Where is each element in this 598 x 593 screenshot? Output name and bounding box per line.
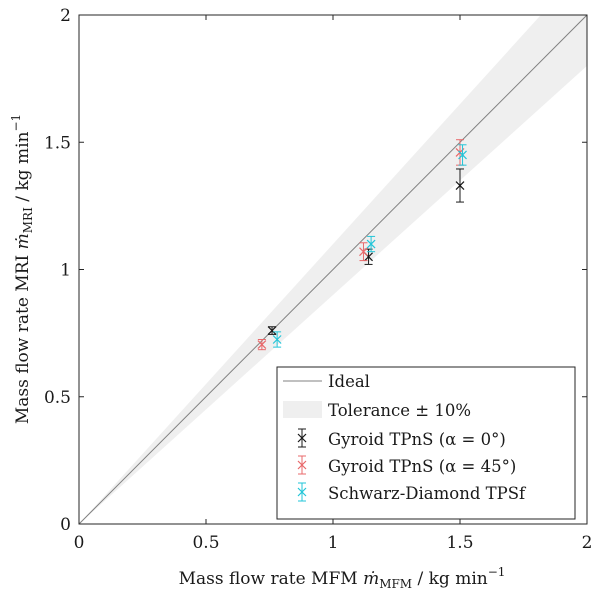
legend-series-1-marker-stroke-b bbox=[297, 460, 307, 470]
x-axis-label-subscript: MFM bbox=[379, 577, 412, 591]
legend-box bbox=[276, 366, 576, 520]
axis-ticks bbox=[78, 14, 588, 525]
series-2 bbox=[272, 144, 467, 348]
legend-series-gyroid-0-swatch bbox=[297, 428, 307, 448]
y-axis-label: Mass flow rate MRI ṁMRI / kg min−1 bbox=[9, 114, 35, 424]
series-1-point-1-marker-stroke-b bbox=[359, 247, 368, 257]
series-1-point-0-marker-stroke-b bbox=[257, 340, 267, 350]
data-series-layer bbox=[257, 139, 467, 351]
x-tick-label: 1 bbox=[328, 533, 339, 553]
y-tick-label: 1.5 bbox=[44, 133, 71, 153]
series-2-point-0-marker-stroke-b bbox=[272, 335, 282, 344]
series-2-point-2-marker-stroke-b bbox=[458, 150, 467, 160]
y-tick-label: 0 bbox=[60, 515, 71, 535]
x-axis-label-symbol: ṁ bbox=[363, 569, 379, 589]
series-0-point bbox=[267, 326, 277, 336]
legend-series-gyroid-45-label: Gyroid TPnS (α = 45°) bbox=[328, 457, 516, 476]
x-tick-label: 2 bbox=[582, 533, 593, 553]
series-0-point bbox=[455, 168, 465, 203]
legend-tolerance-swatch bbox=[283, 401, 322, 418]
ideal-line-layer bbox=[78, 14, 588, 525]
y-axis-label-exponent: −1 bbox=[9, 114, 23, 132]
series-2-point bbox=[272, 331, 282, 348]
series-0-point-2-marker-stroke-b bbox=[455, 181, 465, 190]
series-0-point-1-marker-stroke-b bbox=[364, 252, 373, 262]
series-2-point bbox=[458, 144, 467, 166]
y-tick-label: 2 bbox=[60, 6, 71, 26]
series-0-point-0-marker-stroke-b bbox=[267, 326, 277, 336]
y-axis-label-prefix: Mass flow rate MRI bbox=[13, 249, 33, 424]
legend-series-schwarz-diamond-label: Schwarz-Diamond TPSf bbox=[328, 484, 527, 503]
x-axis-label-prefix: Mass flow rate MFM bbox=[179, 569, 364, 589]
y-tick-label: 0.5 bbox=[44, 388, 71, 408]
legend-tolerance-label: Tolerance ± 10% bbox=[328, 401, 471, 420]
series-1-point bbox=[359, 242, 368, 262]
series-2-point-1-marker-stroke-b bbox=[366, 239, 376, 249]
axis-tick-labels: 0 0.5 1 1.5 2 0 0.5 1 1.5 2 bbox=[44, 6, 592, 553]
x-axis-label-unit: / kg min bbox=[412, 569, 488, 589]
x-tick-label: 0 bbox=[74, 533, 85, 553]
legend-series-schwarz-diamond-swatch bbox=[297, 482, 307, 502]
ideal-line bbox=[78, 14, 588, 525]
x-axis-label: Mass flow rate MFM ṁMFM / kg min−1 bbox=[179, 565, 506, 591]
x-tick-label: 0.5 bbox=[192, 533, 219, 553]
x-axis-label-exponent: −1 bbox=[488, 565, 506, 579]
series-1-point bbox=[257, 338, 267, 351]
y-axis-label-subscript: MRI bbox=[21, 207, 35, 233]
series-2-point bbox=[366, 235, 376, 253]
legend-series-2-marker-stroke-b bbox=[297, 487, 307, 497]
y-axis-label-unit: / kg min bbox=[13, 131, 33, 207]
legend-series-gyroid-0-label: Gyroid TPnS (α = 0°) bbox=[328, 430, 506, 449]
legend-ideal-label: Ideal bbox=[328, 372, 370, 391]
y-axis-label-symbol: ṁ bbox=[13, 233, 33, 249]
y-tick-label: 1 bbox=[60, 261, 71, 281]
legend: Ideal Tolerance ± 10% Gyroid TPnS (α = 0… bbox=[276, 366, 576, 520]
legend-series-gyroid-45-swatch bbox=[297, 455, 307, 475]
x-tick-label: 1.5 bbox=[446, 533, 473, 553]
legend-series-0-marker-stroke-b bbox=[297, 433, 307, 443]
